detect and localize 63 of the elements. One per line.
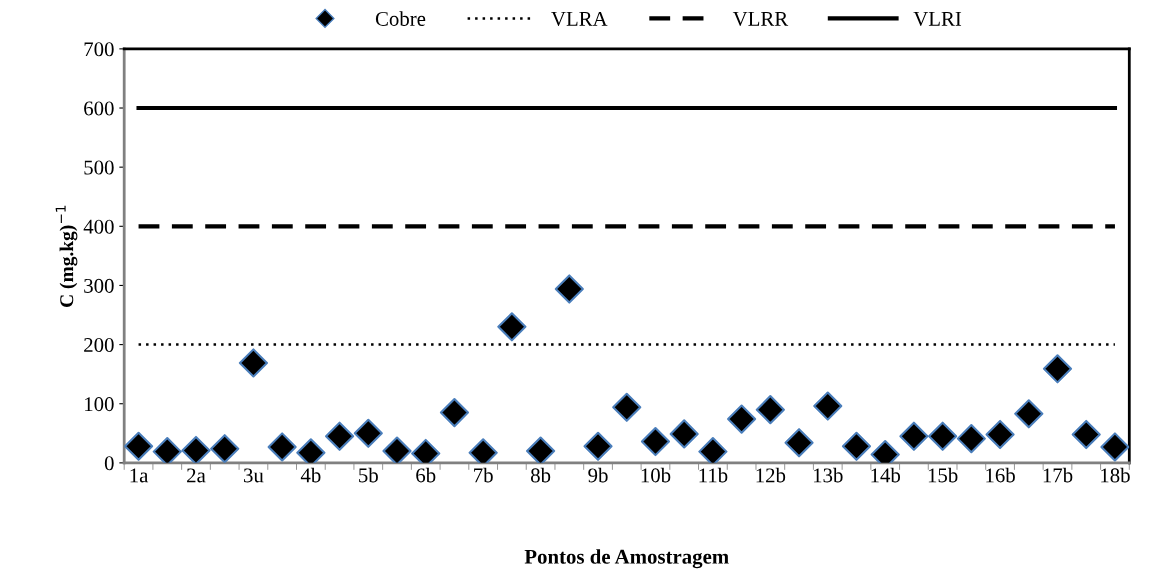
y-axis-title: C (mg.kg)$^{−1}$ bbox=[55, 205, 78, 307]
point bbox=[554, 274, 584, 304]
point bbox=[612, 392, 642, 422]
x-tick-label: 4b bbox=[300, 467, 321, 483]
point bbox=[267, 432, 297, 462]
x-tick-label: 11b bbox=[699, 467, 728, 483]
point bbox=[1042, 354, 1073, 384]
x-axis-title: Pontos de Amostragem bbox=[524, 549, 729, 569]
point bbox=[698, 437, 728, 463]
y-tick-label: 400 bbox=[83, 219, 114, 234]
point bbox=[899, 421, 929, 451]
y-tick-label: 200 bbox=[84, 337, 114, 353]
point bbox=[813, 391, 843, 421]
point bbox=[1100, 432, 1130, 462]
x-tick-label: 14b bbox=[871, 467, 901, 483]
point bbox=[1071, 419, 1101, 450]
y-tick-label: 600 bbox=[84, 101, 114, 116]
y-tick-label: 300 bbox=[84, 278, 114, 293]
y-tick-label: 0 bbox=[104, 456, 114, 471]
legend-label: VLRA bbox=[551, 11, 608, 26]
point bbox=[784, 428, 814, 458]
point bbox=[640, 427, 671, 457]
point bbox=[439, 398, 470, 428]
point bbox=[583, 431, 613, 461]
legend-label: VLRI bbox=[913, 12, 962, 26]
x-tick-label: 9b bbox=[588, 467, 608, 483]
point bbox=[669, 419, 699, 449]
point bbox=[353, 418, 383, 448]
x-tick-label: 5b bbox=[359, 467, 378, 483]
x-tick-label: 13b bbox=[813, 467, 843, 483]
x-tick-label: 6b bbox=[416, 467, 436, 483]
x-tick-label: 3u bbox=[244, 468, 264, 483]
point bbox=[497, 312, 527, 342]
y-tick-label: 700 bbox=[84, 42, 114, 57]
legend-label: VLRR bbox=[732, 12, 789, 26]
point bbox=[238, 348, 268, 378]
x-tick-label: 10b bbox=[641, 467, 671, 483]
y-tick-label: 500 bbox=[84, 160, 114, 175]
x-tick-label: 1a bbox=[130, 468, 149, 483]
point bbox=[956, 424, 986, 454]
point bbox=[382, 436, 412, 463]
point bbox=[755, 395, 785, 425]
point bbox=[210, 434, 240, 463]
x-tick-label: 7b bbox=[474, 467, 493, 483]
point bbox=[181, 435, 211, 463]
point bbox=[1014, 399, 1044, 429]
point bbox=[727, 404, 757, 434]
legend-label: Cobre bbox=[375, 11, 426, 26]
point bbox=[928, 421, 958, 451]
x-tick-label: 15b bbox=[928, 467, 958, 483]
x-tick-label: 17b bbox=[1043, 467, 1073, 483]
point bbox=[526, 436, 556, 463]
point bbox=[152, 437, 182, 463]
point bbox=[325, 421, 355, 451]
point bbox=[985, 419, 1015, 450]
point bbox=[841, 431, 872, 461]
x-tick-label: 2a bbox=[187, 468, 206, 483]
x-tick-label: 16b bbox=[986, 467, 1015, 483]
x-tick-label: 8b bbox=[530, 467, 551, 483]
x-tick-label: 12b bbox=[756, 467, 786, 483]
y-tick-label: 100 bbox=[85, 397, 114, 412]
x-tick-label: 18b bbox=[1101, 467, 1130, 483]
point bbox=[124, 431, 154, 461]
